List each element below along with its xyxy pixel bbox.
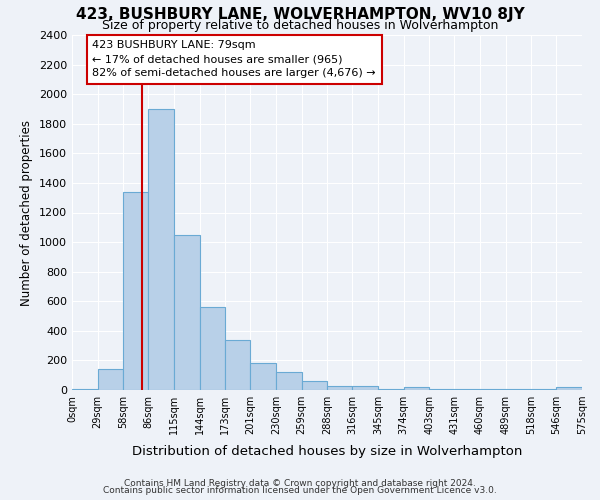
Bar: [124, 192, 148, 390]
Bar: [200, 307, 226, 390]
Text: Contains HM Land Registry data © Crown copyright and database right 2024.: Contains HM Land Registry data © Crown c…: [124, 478, 476, 488]
Text: 423 BUSHBURY LANE: 79sqm
← 17% of detached houses are smaller (965)
82% of semi-: 423 BUSHBURY LANE: 79sqm ← 17% of detach…: [92, 40, 376, 78]
Bar: [174, 234, 200, 390]
Bar: [148, 109, 174, 390]
Bar: [302, 381, 328, 390]
Y-axis label: Number of detached properties: Number of detached properties: [20, 120, 34, 306]
Text: 423, BUSHBURY LANE, WOLVERHAMPTON, WV10 8JY: 423, BUSHBURY LANE, WOLVERHAMPTON, WV10 …: [76, 8, 524, 22]
Text: Size of property relative to detached houses in Wolverhampton: Size of property relative to detached ho…: [102, 19, 498, 32]
Bar: [98, 370, 124, 390]
X-axis label: Distribution of detached houses by size in Wolverhampton: Distribution of detached houses by size …: [132, 446, 522, 458]
Bar: [556, 387, 582, 390]
Text: Contains public sector information licensed under the Open Government Licence v3: Contains public sector information licen…: [103, 486, 497, 495]
Bar: [226, 340, 250, 390]
Bar: [276, 372, 302, 390]
Bar: [506, 389, 532, 390]
Bar: [328, 386, 352, 390]
Bar: [250, 362, 276, 390]
Bar: [352, 386, 378, 390]
Bar: [404, 387, 430, 390]
